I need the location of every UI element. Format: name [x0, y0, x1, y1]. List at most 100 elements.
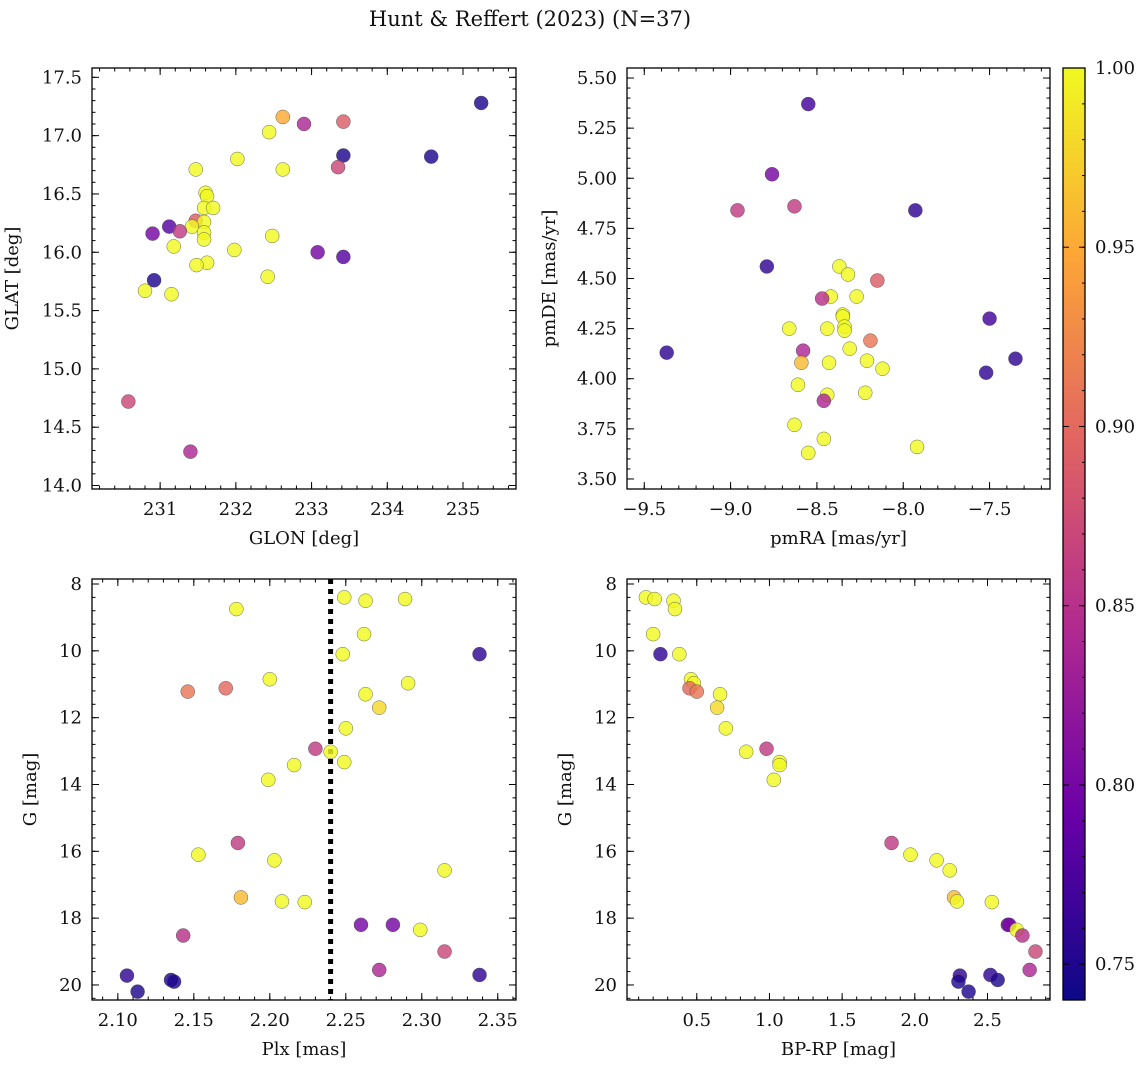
data-point: [738, 744, 754, 759]
data-point: [261, 124, 277, 140]
data-point: [230, 835, 246, 851]
x-axis-label: BP-RP [mag]: [781, 1039, 896, 1060]
panel-cmd: 0.5 1.0 1.5 2.0 2.5 8 10 12 14 16 18 20 BP-RP [mag] G…: [555, 574, 1051, 1060]
data-point: [275, 109, 290, 125]
panel-sky: 231 232 233 234 235 14.0 14.5 15.0 15.5 16.0 16.5 1…: [2, 67, 517, 549]
data-point: [189, 257, 204, 273]
colorbar-tick-label: 0.90: [1095, 416, 1135, 437]
x-tick-label: −8.5: [795, 499, 839, 520]
y-tick-label: 17.0: [42, 126, 82, 147]
y-tick-label: 18: [59, 908, 82, 929]
y-tick-label: 18: [594, 908, 617, 929]
data-point: [230, 151, 245, 167]
data-point: [310, 245, 325, 260]
data-point: [859, 353, 875, 368]
y-axis-label: G [mag]: [20, 753, 41, 826]
data-point: [145, 226, 160, 241]
data-point: [323, 744, 338, 759]
data-point: [689, 684, 704, 699]
y-axis-label: pmDE [mas/yr]: [539, 210, 560, 348]
data-point: [274, 894, 290, 909]
y-tick-label: 14.0: [42, 476, 82, 497]
colorbar-tick-label: 0.85: [1095, 596, 1135, 617]
data-point: [424, 149, 439, 164]
data-point: [175, 928, 191, 943]
axes-frame: [626, 67, 1051, 490]
x-tick-label: −8.0: [881, 499, 925, 520]
data-point: [286, 757, 302, 773]
data-point: [795, 343, 811, 358]
data-point: [709, 700, 725, 715]
y-axis-label: GLAT [deg]: [2, 227, 23, 331]
y-tick-label: 10: [594, 641, 617, 662]
y-tick-label: 20: [594, 975, 617, 996]
y-tick-label: 16: [594, 841, 617, 862]
data-point: [816, 393, 832, 408]
axes-frame: [626, 578, 1051, 1001]
data-point: [816, 431, 832, 447]
y-axis-label: G [mag]: [555, 753, 576, 826]
data-point: [472, 967, 487, 983]
data-point: [982, 311, 997, 326]
y-tick-label: 4.00: [577, 369, 617, 390]
data-point: [338, 721, 353, 736]
data-point: [801, 445, 816, 461]
x-tick-label: 2.20: [250, 1010, 290, 1031]
y-tick-label: 12: [59, 708, 82, 729]
colorbar-gradient: [1063, 68, 1085, 1000]
data-point: [990, 972, 1005, 988]
y-tick-label: 5.00: [577, 168, 617, 189]
data-point: [397, 591, 413, 607]
data-point: [672, 646, 687, 662]
data-point: [356, 626, 372, 642]
y-tick-label: 16.0: [42, 242, 82, 263]
data-point: [863, 333, 878, 348]
data-point: [782, 321, 797, 336]
data-point: [191, 847, 206, 862]
x-tick-label: 1.0: [755, 1010, 784, 1031]
data-point: [908, 203, 923, 218]
colorbar: 0.75 0.80 0.85 0.90 0.95 1.00: [1062, 58, 1135, 1001]
data-point: [820, 321, 835, 336]
data-point: [984, 894, 1000, 910]
x-tick-label: −9.0: [709, 499, 753, 520]
data-point: [884, 835, 899, 851]
x-tick-label: 2.30: [402, 1010, 442, 1031]
y-tick-label: 4.50: [577, 269, 617, 290]
y-tick-label: 20: [59, 975, 82, 996]
data-point: [353, 917, 369, 933]
data-point: [336, 249, 351, 265]
data-point: [184, 219, 200, 234]
y-tick-label: 4.25: [577, 319, 617, 340]
y-tick-label: 8: [71, 574, 82, 595]
y-tick-label: 12: [594, 708, 617, 729]
panels: 231 232 233 234 235 14.0 14.5 15.0 15.5 16.0 16.5 1…: [2, 67, 1051, 1060]
figure-title: Hunt & Reffert (2023) (N=37): [369, 7, 691, 31]
data-point: [205, 200, 221, 216]
x-axis-label: GLON [deg]: [249, 528, 359, 549]
data-point: [296, 116, 312, 132]
y-tick-label: 3.50: [577, 469, 617, 490]
data-point: [787, 417, 802, 433]
data-point: [233, 890, 249, 905]
data-point: [413, 922, 428, 938]
data-point: [358, 593, 373, 608]
data-point: [794, 355, 809, 370]
data-point: [942, 863, 957, 878]
data-point: [1028, 944, 1043, 959]
data-point: [909, 439, 925, 455]
x-tick-label: 2.5: [973, 1010, 1002, 1031]
data-point: [437, 944, 452, 959]
data-point: [718, 721, 734, 736]
x-axis-label: pmRA [mas/yr]: [770, 528, 907, 549]
colorbar-tick-label: 0.80: [1095, 775, 1135, 796]
y-tick-label: 17.5: [42, 67, 82, 88]
data-point: [787, 199, 802, 214]
data-point: [400, 676, 416, 691]
data-point: [330, 159, 346, 175]
data-point: [172, 224, 188, 239]
data-point: [759, 259, 775, 274]
panel-plx: 2.10 2.15 2.20 2.25 2.30 2.35 8 10 12 14 16 18 20 Plx…: [20, 574, 518, 1060]
x-axis-label: Plx [mas]: [262, 1039, 347, 1060]
data-point: [336, 114, 351, 129]
